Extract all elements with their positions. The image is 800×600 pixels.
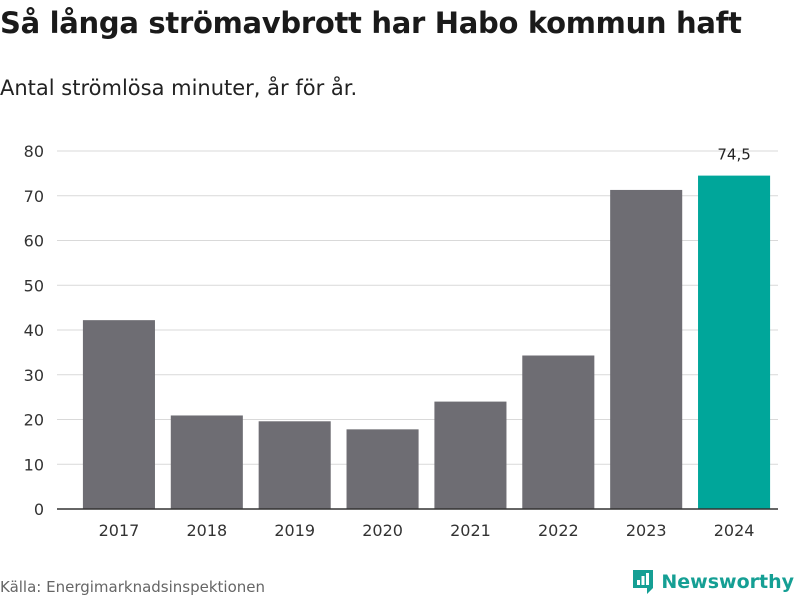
y-tick-label: 70 (24, 187, 44, 206)
bar (258, 421, 331, 509)
data-label: 74,5 (717, 146, 750, 164)
bar (610, 189, 683, 509)
x-tick-label: 2022 (538, 521, 579, 540)
bar (522, 355, 595, 509)
y-tick-label: 80 (24, 142, 44, 161)
y-tick-label: 10 (24, 455, 44, 474)
brand-logo[interactable]: Newsworthy (631, 568, 794, 596)
bar (434, 401, 507, 509)
y-tick-label: 40 (24, 321, 44, 340)
x-tick-label: 2020 (362, 521, 403, 540)
chart-subtitle: Antal strömlösa minuter, år för år. (0, 76, 358, 100)
x-tick-label: 2023 (626, 521, 667, 540)
newsworthy-logo-icon (633, 570, 654, 594)
y-tick-label: 50 (24, 276, 44, 295)
y-tick-label: 0 (34, 500, 44, 519)
x-tick-label: 2021 (450, 521, 491, 540)
y-tick-label: 30 (24, 366, 44, 385)
x-tick-label: 2018 (186, 521, 227, 540)
x-tick-label: 2019 (274, 521, 315, 540)
x-tick-label: 2017 (99, 521, 140, 540)
source-note: Källa: Energimarknadsinspektionen (0, 578, 266, 596)
bar (346, 429, 419, 509)
bar (82, 320, 155, 509)
y-tick-label: 20 (24, 411, 44, 430)
bar (698, 175, 771, 510)
y-tick-label: 60 (24, 232, 44, 251)
x-tick-label: 2024 (714, 521, 755, 540)
brand-name: Newsworthy (661, 571, 794, 593)
bar (170, 415, 243, 509)
chart-title: Så långa strömavbrott har Habo kommun ha… (0, 6, 742, 40)
